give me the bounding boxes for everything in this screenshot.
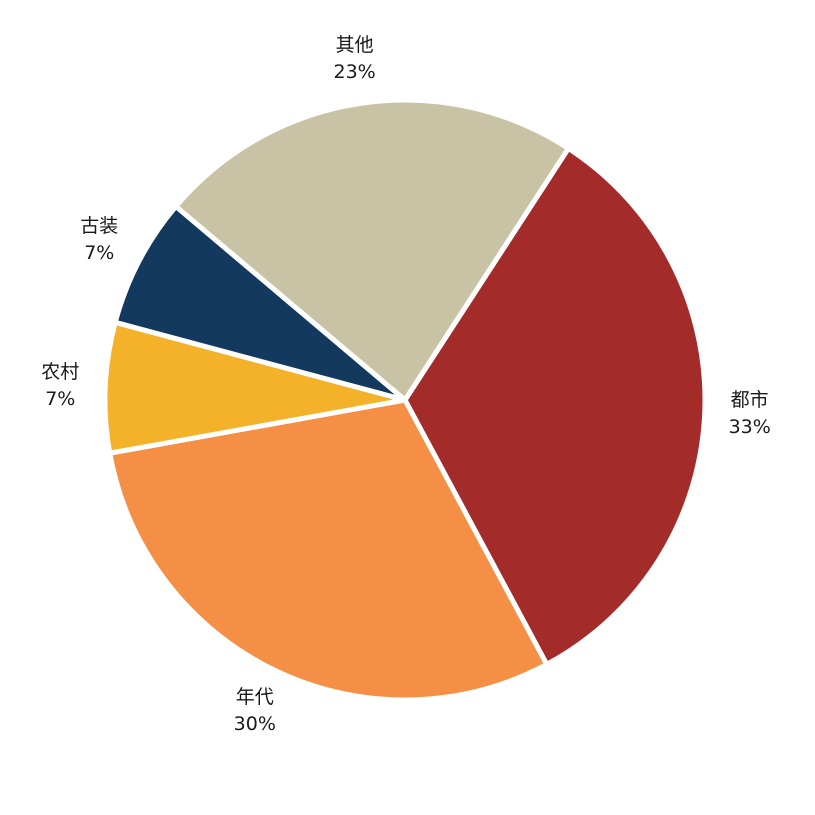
slice-percent-text: 23%	[333, 60, 376, 83]
slice-percent-text: 30%	[233, 712, 276, 735]
pie-slice-1	[107, 397, 550, 703]
slice-label-0: 都市 33%	[729, 387, 771, 441]
slice-percent-text: 33%	[728, 416, 771, 439]
pie-slice-4	[173, 97, 571, 403]
slice-percent-text: 7%	[84, 242, 115, 265]
slice-category-text: 古装	[80, 215, 119, 238]
slice-label-3: 古装 7%	[80, 213, 118, 267]
slice-category-text: 年代	[235, 685, 274, 708]
slice-label-2: 农村 7%	[41, 359, 79, 413]
slice-label-1: 年代 30%	[234, 684, 276, 738]
slice-category-text: 都市	[730, 389, 769, 412]
slice-category-text: 农村	[41, 360, 80, 383]
pie-slice-3	[112, 203, 408, 403]
pie-slice-2	[102, 319, 408, 456]
slice-category-text: 其他	[335, 33, 374, 56]
slice-label-4: 其他 23%	[333, 32, 375, 86]
slice-percent-text: 7%	[45, 387, 76, 410]
